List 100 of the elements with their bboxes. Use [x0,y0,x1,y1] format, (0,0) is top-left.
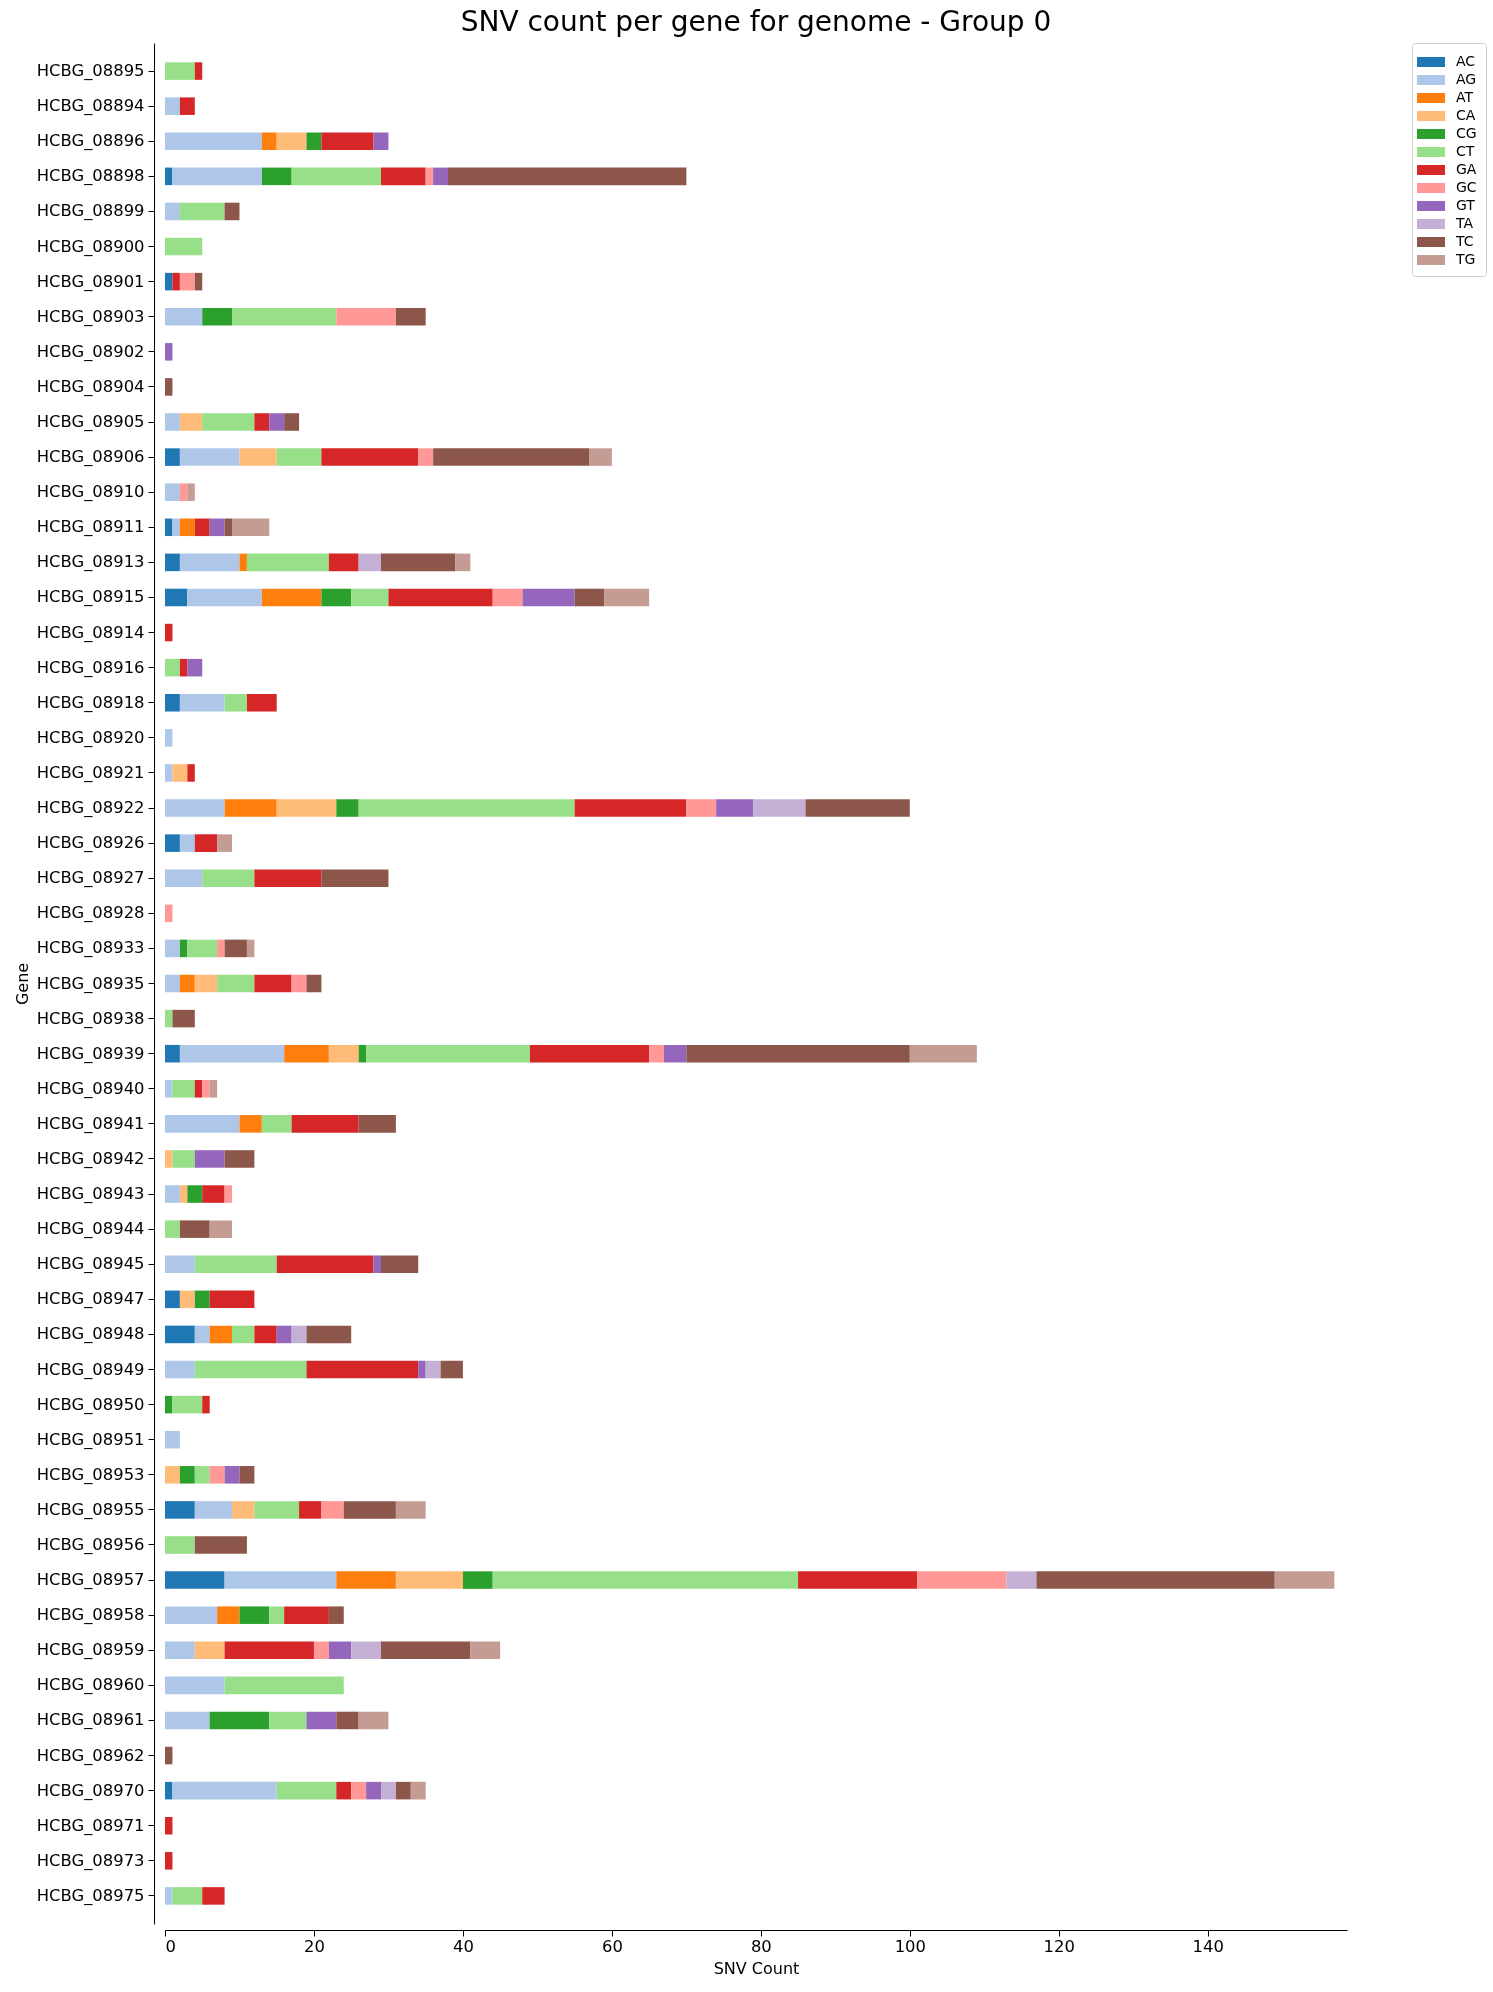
bar [165,1571,225,1589]
bar [351,1781,367,1800]
bar [395,1571,463,1589]
bar [179,1290,195,1309]
bar [179,518,195,537]
y-tick-label: HCBG_08902 [36,341,145,362]
bar [380,1641,471,1660]
bar [276,448,322,466]
bar [224,1676,344,1695]
bar [209,518,225,537]
bar [172,1080,195,1098]
bar [179,939,188,958]
y-tick-label: HCBG_08903 [36,306,145,327]
bar [328,553,359,572]
y-tick-label: HCBG_08916 [36,657,145,678]
y-tick-label: HCBG_08914 [36,622,145,643]
bar [194,62,203,80]
bar [433,448,590,466]
bar [321,588,352,607]
bar [909,1044,977,1063]
bar [284,1044,329,1063]
y-tick-label: HCBG_08953 [36,1464,145,1485]
bar [433,167,449,186]
y-tick-label: HCBG_08950 [36,1394,145,1415]
bar [306,1325,352,1344]
bar [284,1606,329,1624]
bar [187,483,195,501]
bar [321,448,419,466]
bar [172,1395,203,1414]
bar [172,1887,203,1905]
bar [343,1501,396,1519]
bar [261,1115,292,1133]
y-tick-label: HCBG_08971 [36,1815,145,1836]
bar [462,1571,493,1589]
bar [321,869,389,887]
bar [202,307,233,326]
bar [172,167,262,186]
bar [187,1185,203,1203]
y-tick-label: HCBG_08920 [36,727,145,748]
bar [224,1466,240,1484]
bar [165,1255,195,1274]
bar [179,1185,188,1203]
bar [165,1641,195,1660]
bar [172,518,180,537]
bar [209,1220,233,1238]
y-tick-label: HCBG_08973 [36,1850,145,1871]
y-tick-label: HCBG_08933 [36,938,145,959]
bar [358,1711,389,1730]
bar [217,834,233,852]
bar [172,1009,195,1028]
bar [254,974,292,993]
legend-label: AG [1456,71,1477,87]
bar [165,1501,195,1519]
bar [753,799,806,817]
bar [179,834,195,852]
bar [380,553,456,572]
bar [165,1676,225,1695]
bar [165,237,203,256]
bar [232,1325,255,1344]
y-tick-label: HCBG_08938 [36,1008,145,1029]
bar [179,97,195,115]
bar [165,1150,173,1168]
bar [217,974,255,993]
bar [165,693,180,712]
bar [224,202,240,221]
bar [165,307,203,326]
bar [179,658,188,677]
bar [165,658,180,677]
bar [224,799,277,817]
bar [165,413,180,431]
bar [291,1325,307,1344]
bar [492,1571,799,1589]
bar [165,1536,195,1554]
bar [425,1360,441,1379]
bar [194,1080,203,1098]
bar [232,307,337,326]
bar [366,1781,381,1800]
bar [224,693,247,712]
bar [1006,1571,1037,1589]
x-tick-label: 80 [750,1936,772,1956]
bar [165,1852,173,1870]
bar [380,1255,419,1274]
bar [313,1641,329,1660]
y-tick-label: HCBG_08956 [36,1534,145,1555]
bar [358,1115,396,1133]
bar [165,1080,173,1098]
bar [261,588,322,607]
bar [165,764,173,782]
bar [649,1044,665,1063]
bar [224,518,233,537]
legend-label: CT [1456,143,1475,159]
y-tick-label: HCBG_08939 [36,1043,145,1064]
legend-label: TA [1455,215,1474,231]
bar [165,1115,240,1133]
bar [165,1466,180,1484]
bar [440,1360,463,1379]
y-tick-label: HCBG_08943 [36,1184,145,1205]
bar [239,1115,262,1133]
bar [187,764,195,782]
bar [448,167,687,186]
